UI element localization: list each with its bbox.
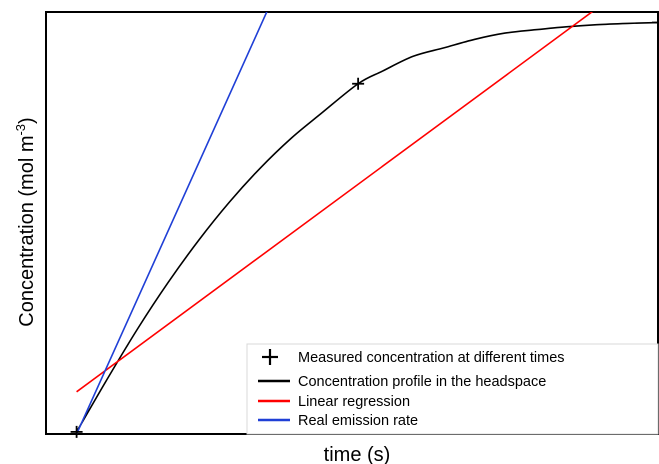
data-point-marker — [70, 425, 83, 438]
series-line-real-emission-rate — [75, 12, 268, 434]
y-axis-label-close: ) — [16, 117, 38, 124]
legend-label-measured: Measured concentration at different time… — [298, 350, 565, 366]
y-axis-label: Concentration (mol m-3) — [13, 117, 38, 326]
data-point-marker — [652, 16, 659, 29]
series-line-concentration-profile-in-the-headspace — [75, 21, 658, 433]
legend-swatch-measured — [262, 349, 278, 365]
y-axis-label-main: Concentration (mol m — [16, 136, 38, 327]
legend: Measured concentration at different time… — [246, 343, 659, 435]
y-axis-label-superscript: -3 — [13, 124, 28, 136]
series-layer — [75, 12, 658, 434]
series-line-linear-regression — [76, 12, 594, 393]
x-axis-label: time (s) — [324, 444, 391, 464]
legend-label-regression: Linear regression — [298, 394, 410, 410]
marker-layer — [70, 16, 659, 438]
legend-box — [246, 343, 659, 435]
legend-label-profile: Concentration profile in the headspace — [298, 374, 546, 390]
data-point-marker — [352, 77, 365, 90]
legend-label-emission: Real emission rate — [298, 413, 418, 429]
